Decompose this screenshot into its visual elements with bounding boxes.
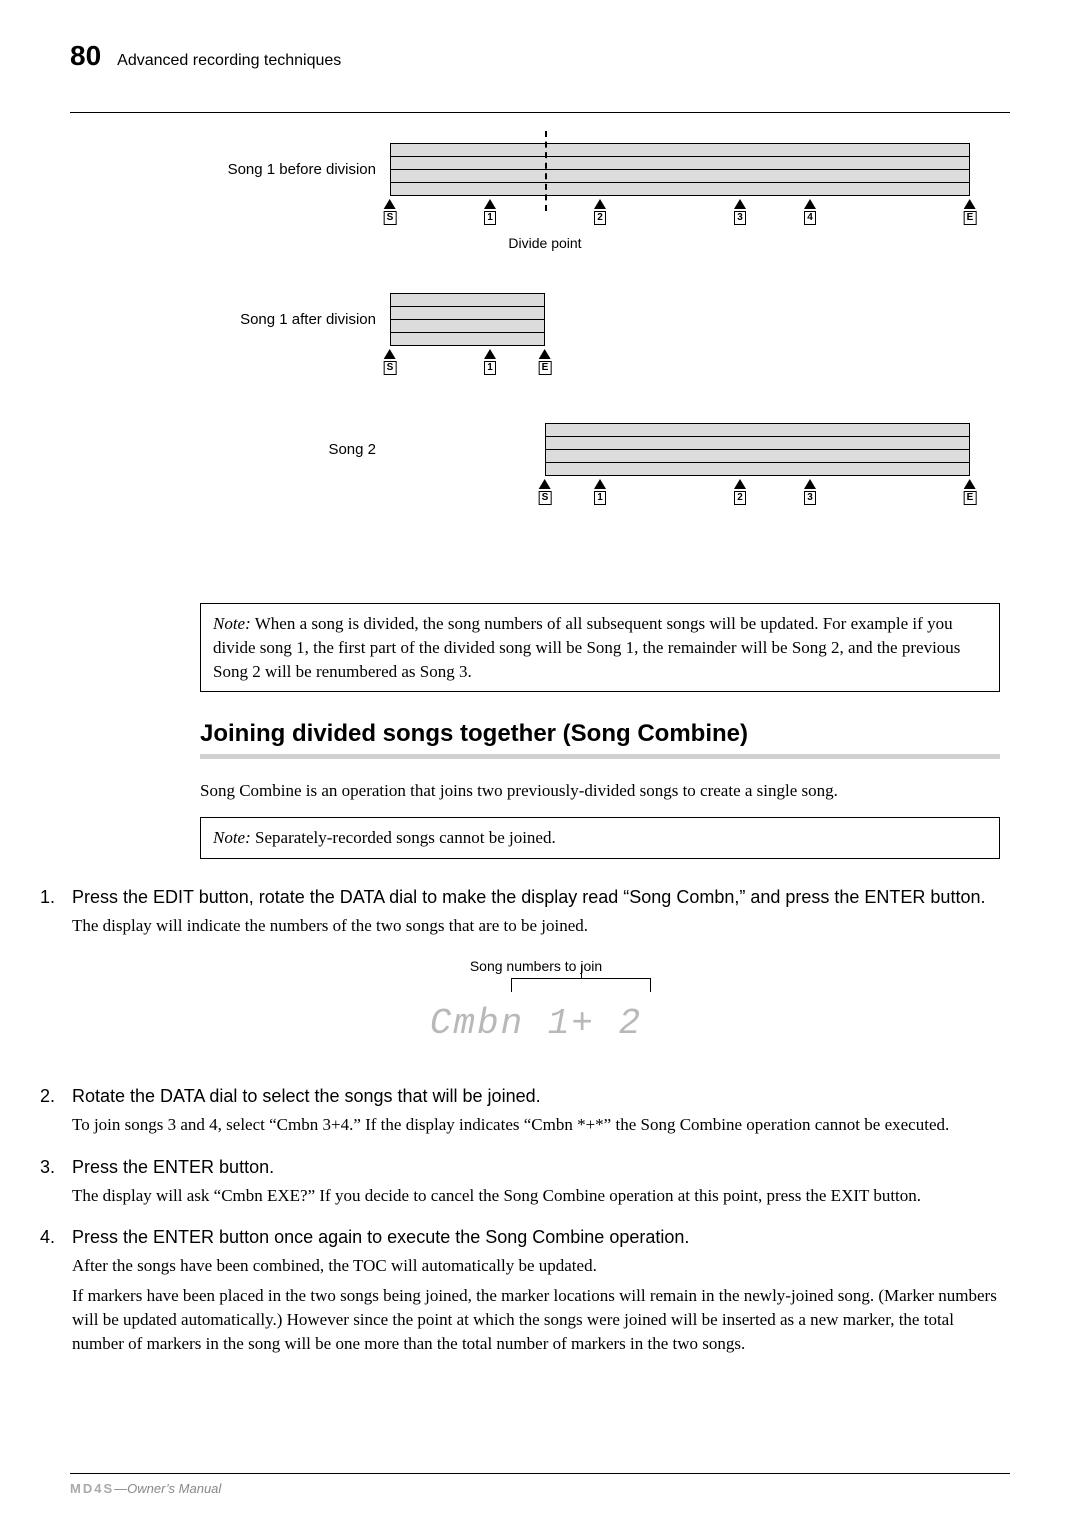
- track-marker: S: [384, 199, 397, 225]
- track-marker: 1: [484, 349, 496, 375]
- footer-text: —Owner’s Manual: [114, 1481, 221, 1496]
- track-marker: 2: [734, 479, 746, 505]
- step-body: The display will indicate the numbers of…: [72, 914, 1000, 938]
- note-text: Separately-recorded songs cannot be join…: [255, 828, 556, 847]
- page-footer: MD4S—Owner’s Manual: [70, 1473, 1010, 1498]
- track-marker: E: [964, 199, 977, 225]
- step-1: 1. Press the EDIT button, rotate the DAT…: [0, 887, 1000, 1072]
- track-marker: E: [539, 349, 552, 375]
- track-block-row1: S1234E Divide point: [390, 143, 970, 225]
- steps-list: 1. Press the EDIT button, rotate the DAT…: [0, 887, 1000, 1362]
- step-title: Press the ENTER button.: [72, 1157, 1000, 1178]
- step-title: Rotate the DATA dial to select the songs…: [72, 1086, 1000, 1107]
- track-block-row2: S1E: [390, 293, 545, 375]
- track-marker: 2: [594, 199, 606, 225]
- divide-caption: Divide point: [508, 235, 581, 251]
- track-marker: 1: [484, 199, 496, 225]
- note-label: Note:: [213, 614, 251, 633]
- track-marker: S: [384, 349, 397, 375]
- step-body: After the songs have been combined, the …: [72, 1254, 1000, 1278]
- step-3: 3. Press the ENTER button. The display w…: [0, 1157, 1000, 1214]
- figure-bracket: [511, 978, 651, 992]
- diagram-label-row2: Song 1 after division: [200, 293, 390, 328]
- step-body: The display will ask “Cmbn EXE?” If you …: [72, 1184, 1000, 1208]
- note-label: Note:: [213, 828, 251, 847]
- track-marker: 1: [594, 479, 606, 505]
- step-2: 2. Rotate the DATA dial to select the so…: [0, 1086, 1000, 1143]
- lcd-display-text: Cmbn 1+ 2: [72, 1003, 1000, 1044]
- display-figure: Song numbers to join Cmbn 1+ 2: [72, 958, 1000, 1044]
- step-title: Press the EDIT button, rotate the DATA d…: [72, 887, 1000, 908]
- step-body: To join songs 3 and 4, select “Cmbn 3+4.…: [72, 1113, 1000, 1137]
- header-rule: [70, 112, 1010, 113]
- step-number: 3.: [40, 1157, 62, 1214]
- track-marker: E: [964, 479, 977, 505]
- step-4: 4. Press the ENTER button once again to …: [0, 1227, 1000, 1361]
- track-block-row3: S123E: [545, 423, 970, 505]
- step-body: If markers have been placed in the two s…: [72, 1284, 1000, 1355]
- step-title: Press the ENTER button once again to exe…: [72, 1227, 1000, 1248]
- page-number: 80: [70, 40, 101, 72]
- figure-caption: Song numbers to join: [72, 958, 1000, 974]
- section-underline: [200, 754, 1000, 759]
- song-divide-diagram: Song 1 before division S 1 2 3 4 E Divide poi…: [200, 143, 1000, 573]
- track-marker: 4: [804, 199, 816, 225]
- footer-rule: [70, 1473, 1010, 1474]
- chapter-title: Advanced recording techniques: [117, 52, 341, 70]
- main-content: Song 1 before division S 1 2 3 4 E Divide poi…: [200, 143, 1000, 859]
- track-marker: S: [539, 479, 552, 505]
- diagram-label-row1: Song 1 before division: [200, 143, 390, 178]
- step-number: 1.: [40, 887, 62, 1072]
- track-marker: 3: [804, 479, 816, 505]
- section-heading: Joining divided songs together (Song Com…: [200, 720, 1000, 748]
- section-intro: Song Combine is an operation that joins …: [200, 779, 1000, 803]
- note-box-division: Note: When a song is divided, the song n…: [200, 603, 1000, 692]
- step-number: 4.: [40, 1227, 62, 1361]
- diagram-label-row3: Song 2: [200, 423, 390, 458]
- page-header: 80 Advanced recording techniques: [70, 40, 1010, 72]
- track-marker: 3: [734, 199, 746, 225]
- note-box-combine: Note: Separately-recorded songs cannot b…: [200, 817, 1000, 859]
- step-number: 2.: [40, 1086, 62, 1143]
- footer-model: MD4S: [70, 1481, 114, 1496]
- note-text: When a song is divided, the song numbers…: [213, 614, 960, 681]
